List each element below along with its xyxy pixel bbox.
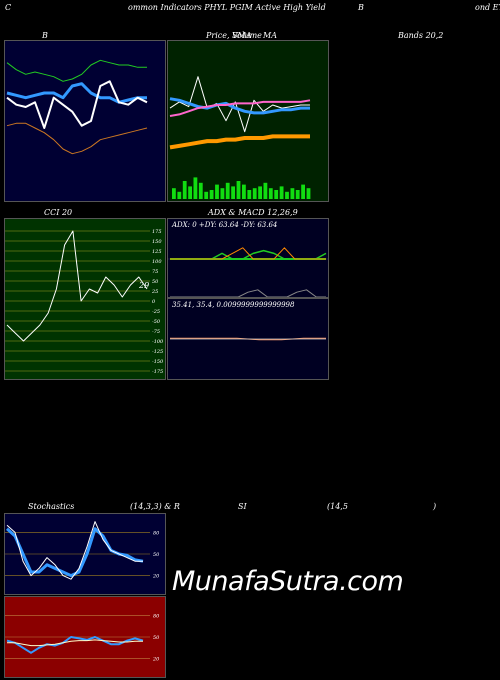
adx-panel: ADX: 0 +DY: 63.64 -DY: 63.64 xyxy=(167,218,329,298)
rsi-ma-line xyxy=(7,639,143,647)
volume-bar xyxy=(301,184,305,199)
volume-bar xyxy=(242,184,246,199)
cci-tick-label: 75 xyxy=(152,269,158,275)
macd-panel: 35.41, 35.4, 0.0099999999999998 xyxy=(167,298,329,380)
price-line xyxy=(6,80,148,129)
middle-band-line xyxy=(6,82,147,104)
volume-bar xyxy=(193,177,198,199)
adx-chart xyxy=(168,247,328,297)
volume-bar xyxy=(258,186,262,199)
volume-bar xyxy=(198,182,203,199)
volume-bar xyxy=(231,186,235,199)
volume-bar xyxy=(188,186,192,199)
adx-lower-line xyxy=(170,289,326,297)
cci-tick-label: -25 xyxy=(152,309,160,315)
cci-tick-label: -100 xyxy=(152,339,164,345)
stoch-tick-label: 80 xyxy=(153,530,160,536)
minus-di-line xyxy=(170,247,326,260)
cci-tick-label: 25 xyxy=(151,289,158,295)
plus-di-line xyxy=(170,249,327,260)
cci-tick-label: 125 xyxy=(152,249,162,255)
cci-line xyxy=(6,230,148,342)
volume-bar xyxy=(172,188,176,199)
cci-tick-label: -50 xyxy=(152,319,161,325)
price-sma-label: Price, SMA xyxy=(206,31,252,40)
cci-tick-label: 0 xyxy=(152,299,156,305)
volume-bar xyxy=(204,191,209,199)
cci-tick-label: 175 xyxy=(152,229,162,235)
volume-bar xyxy=(247,190,252,199)
macd-chart xyxy=(170,337,326,341)
volume-bar xyxy=(279,186,284,199)
cci-panel: 175 150 125 100 75 50 25 0 -25 -50 -75 -100 -125 -150… xyxy=(4,218,166,380)
volume-label: Volume xyxy=(232,31,262,40)
volume-bar xyxy=(306,188,311,199)
cci-tick-label: -75 xyxy=(152,329,160,335)
header-fragment-2: ommon Indicators PHYL PGIM Active High Y… xyxy=(128,3,326,12)
watermark: MunafaSutra.com xyxy=(172,566,404,597)
ma-long-line xyxy=(169,134,310,150)
volume-bar xyxy=(225,182,230,199)
rsi-params-label: (14,5 xyxy=(327,502,348,511)
rsi-line xyxy=(6,636,144,654)
price-chart xyxy=(169,76,311,199)
volume-bar xyxy=(182,181,187,199)
close-paren-label: ) xyxy=(433,502,437,511)
stoch-tick-label: 20 xyxy=(152,574,160,580)
stochastics-label: Stochastics xyxy=(28,502,75,511)
volume-bar xyxy=(274,190,279,199)
rsi-panel: 80 50 20 xyxy=(4,596,166,678)
volume-bar xyxy=(236,181,241,199)
bands-left-label: B xyxy=(42,31,48,40)
cci-value: 29 xyxy=(139,281,150,290)
cci-label: CCI 20 xyxy=(44,208,73,217)
rsi-chart: 80 50 20 xyxy=(5,613,160,663)
stochastic-chart: 80 50 20 xyxy=(5,521,160,580)
macd-values: 35.41, 35.4, 0.0099999999999998 xyxy=(172,301,295,309)
sma-line xyxy=(169,97,310,115)
volume-bar xyxy=(268,188,273,199)
cci-tick-label: -150 xyxy=(152,359,164,365)
cci-tick-label: -175 xyxy=(152,369,163,375)
volume-bar xyxy=(209,190,214,199)
cci-tick-label: -125 xyxy=(152,349,163,355)
cci-tick-label: 100 xyxy=(152,259,162,265)
price-panel xyxy=(167,40,329,202)
cci-tick-label: 150 xyxy=(152,239,162,245)
volume-bar xyxy=(220,188,225,199)
volume-bar xyxy=(295,190,300,199)
stoch-params-label: (14,3,3) & R xyxy=(130,502,180,511)
volume-bar xyxy=(252,188,257,199)
ma-label: MA xyxy=(263,31,277,40)
stochastic-panel: 80 50 20 xyxy=(4,513,166,595)
volume-bar xyxy=(285,191,289,199)
volume-bar xyxy=(215,184,219,199)
lower-band-line xyxy=(6,122,148,155)
adx-macd-label: ADX & MACD 12,26,9 xyxy=(208,208,298,217)
rsi-tick-label: 50 xyxy=(153,635,160,641)
volume-bar xyxy=(290,188,295,199)
rsi-tick-label: 20 xyxy=(152,657,160,663)
upper-band-line xyxy=(6,59,147,82)
header-fragment-3: B xyxy=(358,3,364,12)
bollinger-panel xyxy=(4,40,166,202)
adx-values: ADX: 0 +DY: 63.64 -DY: 63.64 xyxy=(172,221,278,229)
si-label: SI xyxy=(238,502,247,511)
header-fragment-4: ond ETF xyxy=(475,3,500,12)
price-line xyxy=(169,76,310,133)
stoch-k-line xyxy=(6,521,143,580)
ma-line xyxy=(169,99,311,117)
volume-bar xyxy=(263,182,268,199)
bands-right-label: Bands 20,2 xyxy=(398,31,444,40)
bollinger-chart xyxy=(6,59,148,155)
cci-tick-label: 50 xyxy=(152,279,159,285)
cci-chart: 175 150 125 100 75 50 25 0 -25 -50 -75 -100 -125 -150… xyxy=(5,229,164,375)
stoch-tick-label: 50 xyxy=(153,552,160,558)
volume-bar xyxy=(177,191,182,199)
rsi-tick-label: 80 xyxy=(153,613,160,619)
header-fragment-1: C xyxy=(5,3,12,12)
